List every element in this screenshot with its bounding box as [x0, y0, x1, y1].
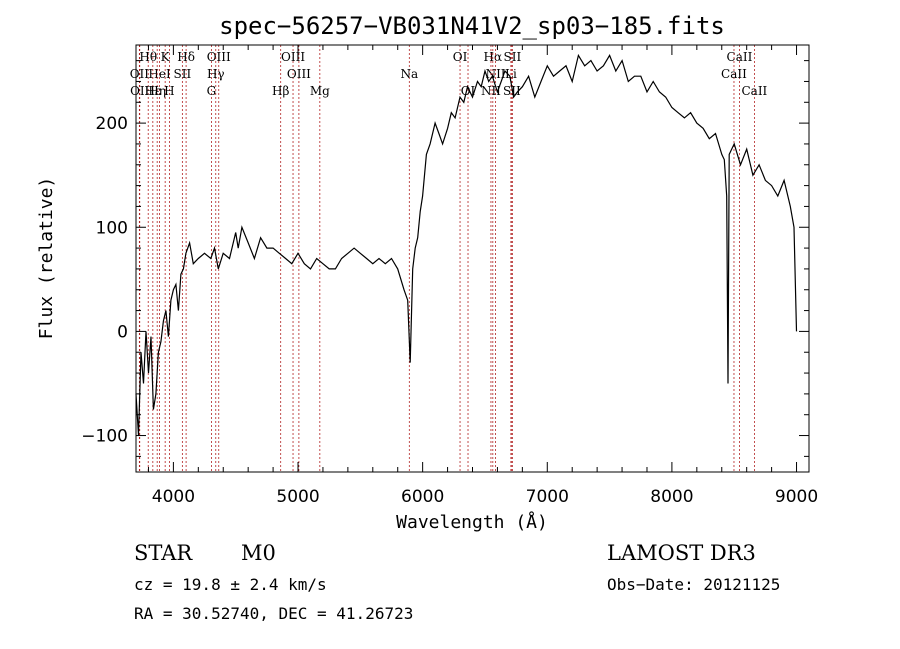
y-axis-label: Flux (relative) [36, 177, 57, 340]
object-class: STAR [134, 541, 193, 565]
spectral-line-label: OIII [281, 50, 305, 64]
y-tick-label: 200 [96, 114, 128, 134]
spectral-line-label: Hθ [139, 50, 157, 64]
x-tick-label: 5000 [276, 487, 319, 507]
spectral-line-label: Hγ [207, 67, 225, 81]
y-tick-label: 100 [96, 218, 128, 238]
y-axis-ticks: −100 0 100 200 [81, 60, 809, 457]
spectral-line-label: SII [504, 50, 522, 64]
spectral-line-label: OII [130, 84, 150, 98]
x-tick-label: 4000 [152, 487, 195, 507]
spectral-line-label: Na [400, 67, 418, 81]
x-tick-label: 7000 [526, 487, 569, 507]
spectral-line-label: SII [174, 67, 192, 81]
spectral-line-label: OI [453, 50, 468, 64]
x-axis-label: Wavelength (Å) [396, 511, 548, 533]
spectral-line-label: OIII [207, 50, 231, 64]
x-tick-label: 6000 [401, 487, 444, 507]
spectral-line-label: OIII [287, 67, 311, 81]
y-tick-label: −100 [81, 427, 128, 447]
spectral-line-label: NII [486, 67, 506, 81]
spectral-line-label: Hη [148, 84, 166, 98]
y-tick-label: 0 [117, 322, 128, 342]
x-tick-label: 8000 [650, 487, 693, 507]
spectral-line-label: H [164, 84, 174, 98]
chart-title: spec−56257−VB031N41V2_sp03−185.fits [219, 12, 725, 40]
spectral-line-label: Li [505, 67, 517, 81]
spectral-line-label: G [207, 84, 217, 98]
spectral-line-label: K [161, 50, 171, 64]
survey-name: LAMOST DR3 [607, 541, 756, 565]
spectral-line-label: Hδ [177, 50, 195, 64]
spectral-line-label: CaII [721, 67, 747, 81]
spectral-line-label: HeI [148, 67, 171, 81]
spectral-line-label: CaII [727, 50, 753, 64]
spectral-line-label: Hβ [272, 84, 289, 98]
redshift-value: cz = 19.8 ± 2.4 km/s [134, 575, 327, 594]
spectral-line-label: CaII [741, 84, 767, 98]
spectrum-series-line [135, 53, 798, 436]
plot-frame [135, 44, 810, 473]
x-tick-label: 9000 [775, 487, 818, 507]
observation-date: Obs−Date: 20121125 [607, 575, 780, 594]
spectral-line-label: Mg [310, 84, 330, 98]
spectral-line-label: Hα [484, 50, 503, 64]
subclass: M0 [241, 541, 276, 565]
x-axis-ticks: 4000 5000 6000 7000 8000 9000 [147, 45, 818, 507]
coordinates: RA = 30.52740, DEC = 41.26723 [134, 604, 413, 623]
